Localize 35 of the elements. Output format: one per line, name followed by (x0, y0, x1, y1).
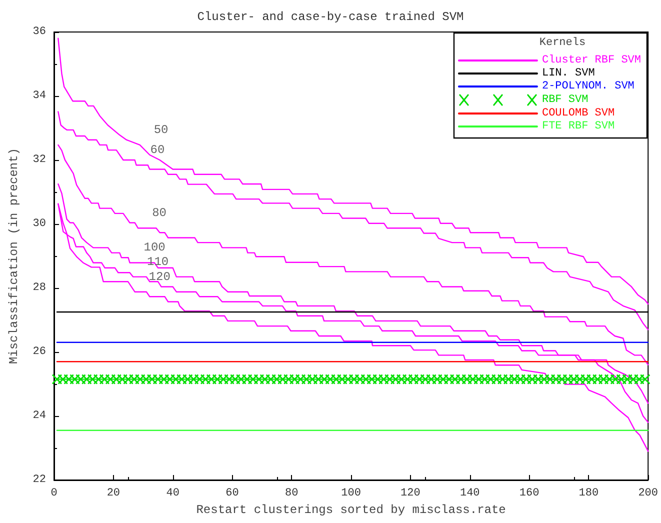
y-tick-label: 28 (32, 282, 46, 294)
x-axis-title: Restart clusterings sorted by misclass.rate (196, 503, 506, 517)
annotation: 120 (148, 270, 170, 284)
x-tick-label: 180 (578, 488, 599, 500)
x-tick-label: 0 (50, 488, 58, 500)
y-tick-label: 30 (32, 218, 46, 230)
text: FTE RBF SVM (542, 120, 615, 132)
x-tick-label: 80 (285, 488, 298, 500)
y-tick-label: 34 (32, 90, 46, 102)
legend-label: RBF SVM (542, 94, 588, 106)
x-tick-label: 20 (106, 488, 120, 500)
y-tick-label: 26 (32, 346, 46, 358)
x-tick-label: 200 (638, 488, 658, 500)
y-axis-title: Misclassification (in precent) (7, 148, 21, 364)
x-tick-label: 120 (400, 488, 420, 500)
x-tick-label: 160 (519, 488, 540, 500)
annotation: 50 (154, 122, 168, 137)
text: Cluster RBF SVM (542, 54, 642, 66)
text: COULOMB SVM (542, 108, 615, 120)
text: 2-POLYNOM. SVM (542, 80, 634, 92)
x-tick-label: 140 (460, 488, 480, 500)
chart-title: Cluster- and case-by-case trained SVM (197, 10, 464, 24)
text: LIN. SVM (542, 68, 595, 80)
annotation: 110 (147, 254, 169, 269)
annotation: 100 (144, 240, 166, 255)
y-tick-label: 36 (32, 26, 46, 38)
y-tick-label: 32 (32, 154, 46, 166)
x-tick-label: 60 (226, 488, 239, 500)
annotation: 60 (150, 143, 165, 158)
y-tick-label: 22 (32, 474, 46, 486)
y-tick-label: 24 (32, 410, 46, 422)
x-tick-label: 100 (341, 488, 361, 500)
annotation: 80 (152, 206, 166, 220)
x-tick-label: 40 (166, 488, 180, 500)
legend-title: Kernels (539, 36, 586, 49)
